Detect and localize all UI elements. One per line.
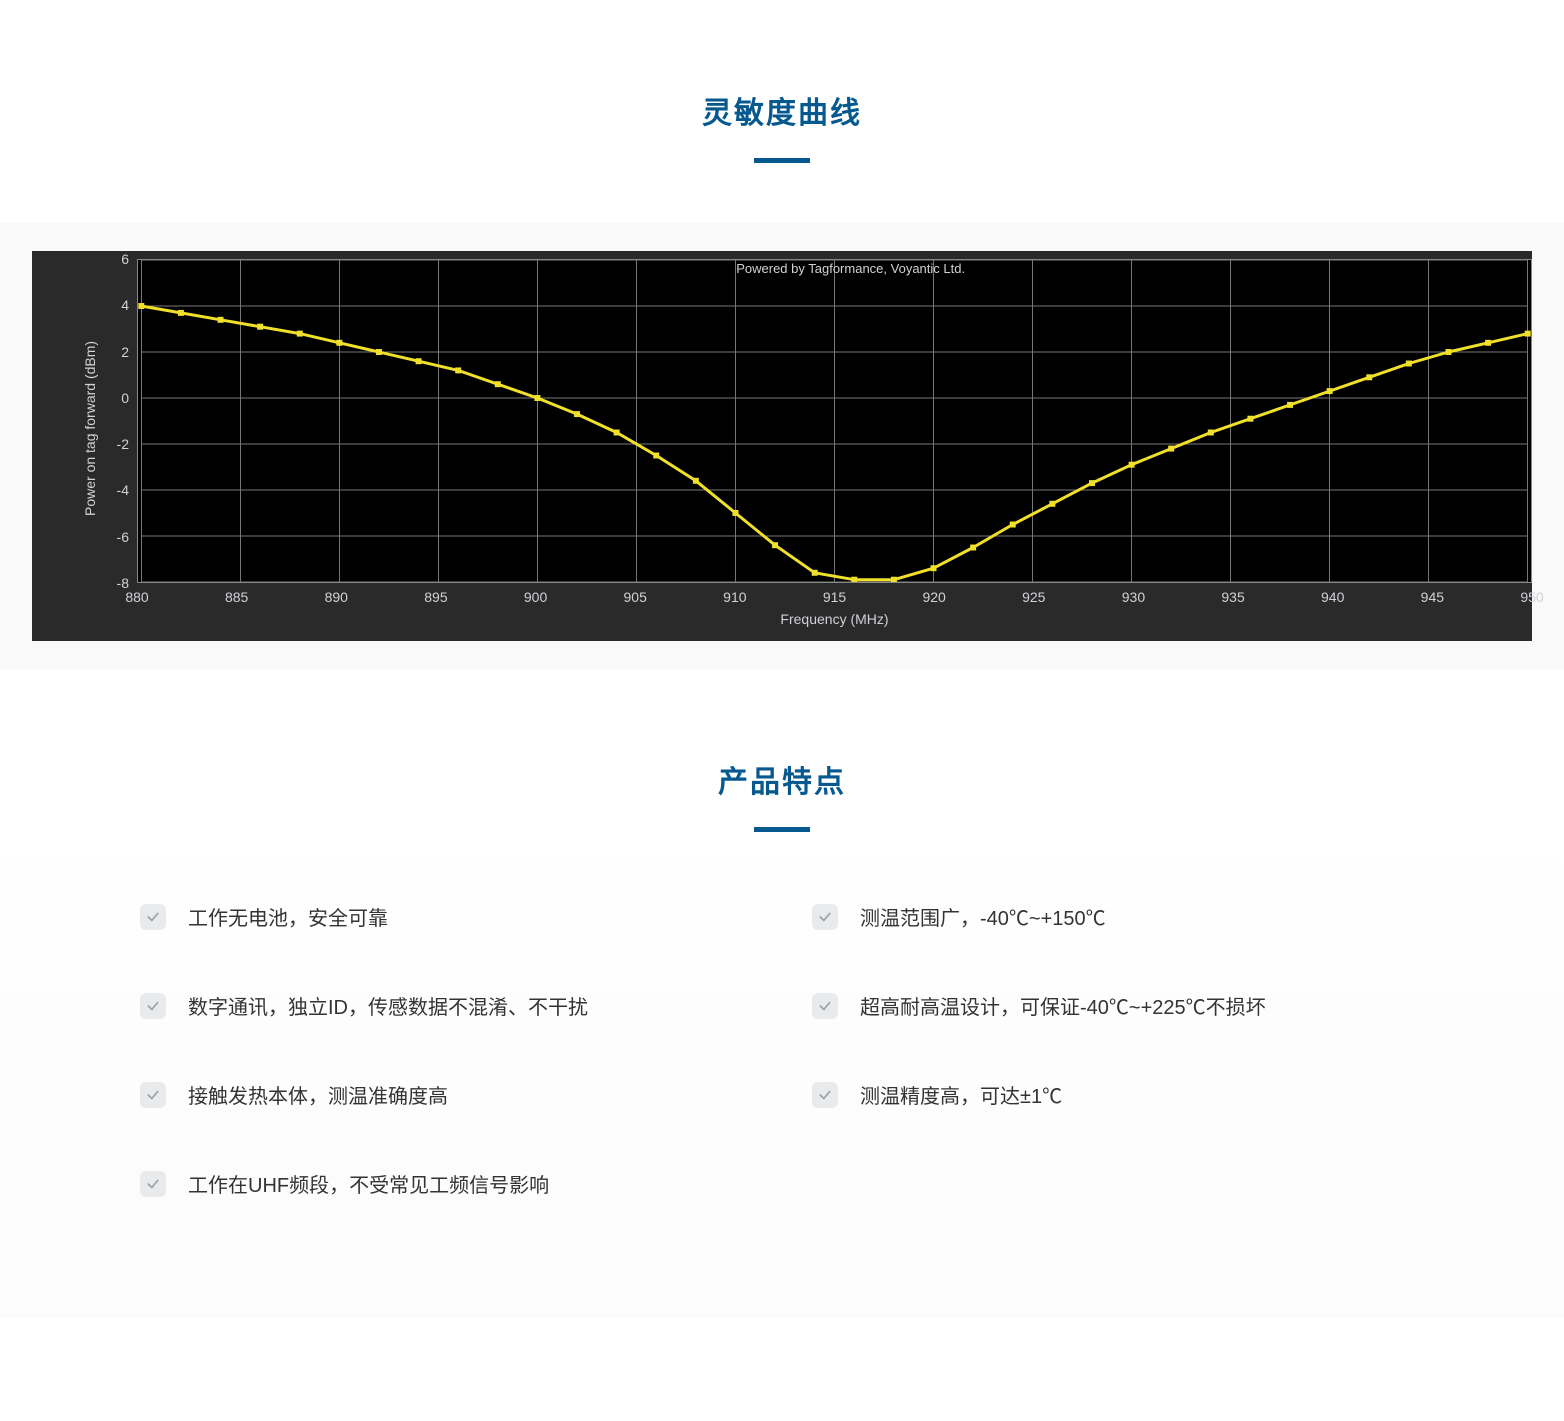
x-tick-label: 895 xyxy=(424,589,447,605)
feature-item: 工作无电池，安全可靠 xyxy=(140,902,752,931)
feature-empty xyxy=(812,1169,1424,1198)
x-tick-label: 945 xyxy=(1421,589,1444,605)
x-tick-label: 920 xyxy=(922,589,945,605)
check-badge xyxy=(140,1082,166,1108)
y-tick-label: 6 xyxy=(121,251,129,267)
y-tick-label: 4 xyxy=(121,297,129,313)
y-tick-label: -6 xyxy=(117,529,129,545)
feature-item: 数字通讯，独立ID，传感数据不混淆、不干扰 xyxy=(140,991,752,1020)
check-badge xyxy=(812,1082,838,1108)
feature-text: 数字通讯，独立ID，传感数据不混淆、不干扰 xyxy=(188,991,588,1020)
feature-item: 超高耐高温设计，可保证-40℃~+225℃不损坏 xyxy=(812,991,1424,1020)
check-icon xyxy=(146,910,160,924)
check-icon xyxy=(818,999,832,1013)
check-badge xyxy=(812,993,838,1019)
features-heading: 产品特点 xyxy=(0,757,1564,801)
x-tick-label: 910 xyxy=(723,589,746,605)
x-tick-label: 880 xyxy=(125,589,148,605)
feature-text: 工作无电池，安全可靠 xyxy=(188,902,388,931)
x-tick-label: 900 xyxy=(524,589,547,605)
check-icon xyxy=(818,910,832,924)
x-tick-label: 885 xyxy=(225,589,248,605)
y-tick-label: -2 xyxy=(117,436,129,452)
x-tick-label: 930 xyxy=(1122,589,1145,605)
x-tick-label: 935 xyxy=(1221,589,1244,605)
check-badge xyxy=(140,1171,166,1197)
check-icon xyxy=(146,1088,160,1102)
feature-item: 测温精度高，可达±1℃ xyxy=(812,1080,1424,1109)
feature-text: 接触发热本体，测温准确度高 xyxy=(188,1080,448,1109)
section-title-sensitivity: 灵敏度曲线 xyxy=(0,0,1564,163)
check-icon xyxy=(818,1088,832,1102)
y-tick-label: 2 xyxy=(121,344,129,360)
feature-item: 接触发热本体，测温准确度高 xyxy=(140,1080,752,1109)
y-tick-label: -8 xyxy=(117,575,129,591)
title-underline xyxy=(754,158,810,163)
feature-text: 测温精度高，可达±1℃ xyxy=(860,1080,1062,1109)
feature-item: 测温范围广，-40℃~+150℃ xyxy=(812,902,1424,931)
x-axis-label: Frequency (MHz) xyxy=(780,611,888,627)
chart-container: Powered by Tagformance, Voyantic Ltd. Fr… xyxy=(0,223,1564,669)
feature-text: 超高耐高温设计，可保证-40℃~+225℃不损坏 xyxy=(860,991,1266,1020)
feature-text: 测温范围广，-40℃~+150℃ xyxy=(860,902,1106,931)
check-icon xyxy=(146,1177,160,1191)
chart-panel: Powered by Tagformance, Voyantic Ltd. Fr… xyxy=(32,251,1532,641)
x-tick-label: 915 xyxy=(823,589,846,605)
features-section: 工作无电池，安全可靠 测温范围广，-40℃~+150℃ 数字通讯，独立ID，传感… xyxy=(0,832,1564,1318)
x-tick-label: 925 xyxy=(1022,589,1045,605)
features-grid: 工作无电池，安全可靠 测温范围广，-40℃~+150℃ 数字通讯，独立ID，传感… xyxy=(140,902,1424,1198)
x-tick-label: 940 xyxy=(1321,589,1344,605)
y-tick-label: -4 xyxy=(117,482,129,498)
y-tick-label: 0 xyxy=(121,390,129,406)
plot-svg xyxy=(138,260,1531,582)
feature-item: 工作在UHF频段，不受常见工频信号影响 xyxy=(140,1169,752,1198)
y-axis-label: Power on tag forward (dBm) xyxy=(82,341,98,516)
x-tick-label: 890 xyxy=(325,589,348,605)
check-icon xyxy=(146,999,160,1013)
section-title-features: 产品特点 xyxy=(0,669,1564,832)
check-badge xyxy=(140,993,166,1019)
x-tick-label: 905 xyxy=(624,589,647,605)
chart-credit: Powered by Tagformance, Voyantic Ltd. xyxy=(736,261,965,276)
check-badge xyxy=(140,904,166,930)
sensitivity-heading: 灵敏度曲线 xyxy=(0,88,1564,132)
x-tick-label: 950 xyxy=(1520,589,1543,605)
check-badge xyxy=(812,904,838,930)
plot-area xyxy=(137,259,1532,583)
feature-text: 工作在UHF频段，不受常见工频信号影响 xyxy=(188,1169,549,1198)
